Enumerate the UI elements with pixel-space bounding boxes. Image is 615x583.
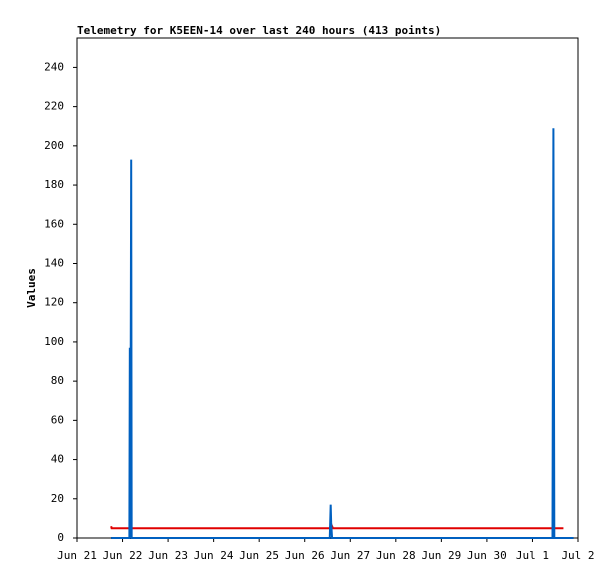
y-tick-label: 80 bbox=[51, 374, 64, 387]
x-tick-label: Jun 28 bbox=[376, 549, 416, 562]
y-tick-label: 240 bbox=[44, 60, 64, 73]
x-tick-label: Jun 30 bbox=[467, 549, 507, 562]
y-tick-label: 20 bbox=[51, 492, 64, 505]
x-tick-label: Jun 22 bbox=[103, 549, 143, 562]
y-tick-label: 60 bbox=[51, 413, 64, 426]
x-tick-label: Jun 29 bbox=[421, 549, 461, 562]
y-tick-label: 200 bbox=[44, 139, 64, 152]
y-tick-label: 0 bbox=[57, 531, 64, 544]
chart-title: Telemetry for K5EEN-14 over last 240 hou… bbox=[77, 24, 441, 37]
series-line bbox=[110, 521, 564, 530]
x-tick-label: Jun 24 bbox=[194, 549, 234, 562]
x-tick-label: Jun 23 bbox=[148, 549, 188, 562]
x-tick-label: Jul 1 bbox=[516, 549, 549, 562]
y-axis-label: Values bbox=[25, 268, 38, 308]
y-tick-label: 180 bbox=[44, 178, 64, 191]
x-tick-label: Jun 27 bbox=[330, 549, 370, 562]
y-tick-label: 160 bbox=[44, 217, 64, 230]
y-tick-label: 120 bbox=[44, 296, 64, 309]
x-tick-label: Jun 25 bbox=[239, 549, 279, 562]
y-tick-label: 220 bbox=[44, 100, 64, 113]
x-tick-label: Jun 21 bbox=[57, 549, 97, 562]
x-tick-label: Jul 2 bbox=[561, 549, 594, 562]
series-line bbox=[111, 128, 574, 539]
y-tick-label: 100 bbox=[44, 335, 64, 348]
x-tick-label: Jun 26 bbox=[285, 549, 325, 562]
y-tick-label: 40 bbox=[51, 453, 64, 466]
plot-frame bbox=[76, 37, 579, 539]
y-tick-label: 140 bbox=[44, 256, 64, 269]
